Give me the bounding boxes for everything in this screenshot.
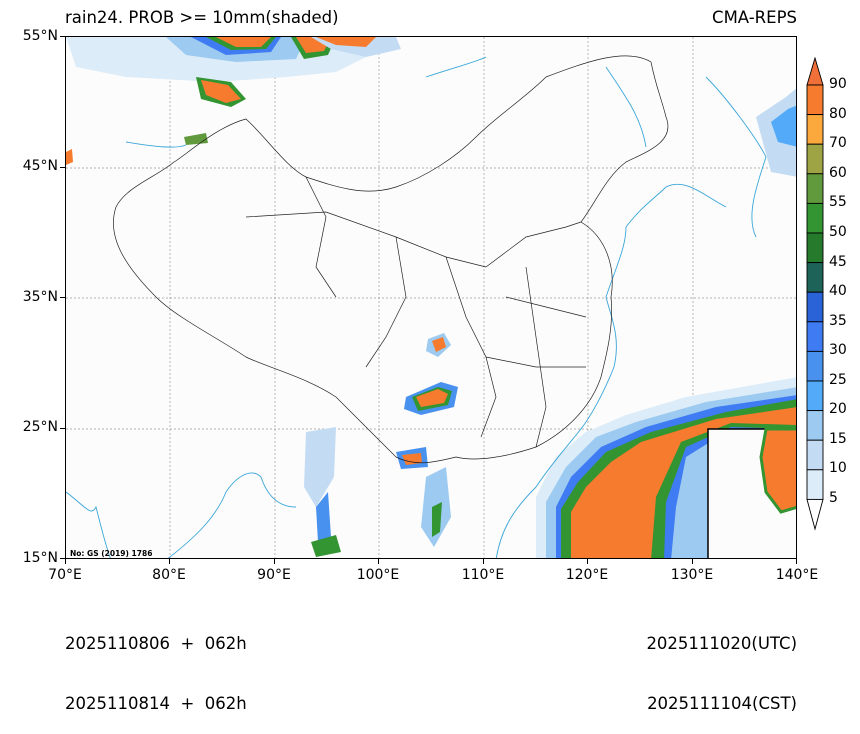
colorbar-label-60: 60: [829, 165, 847, 181]
x-tick-80e: 80°E: [152, 567, 186, 583]
colorbar-label-35: 35: [829, 313, 847, 329]
x-tick-mark: [587, 559, 588, 564]
init-time-block: 2025110806 + 062h 2025110814 + 062h: [65, 594, 247, 734]
x-tick-mark: [274, 559, 275, 564]
x-tick-110e: 110°E: [461, 567, 505, 583]
x-tick-mark: [169, 559, 170, 564]
x-tick-mark: [65, 559, 66, 564]
x-tick-90e: 90°E: [257, 567, 291, 583]
coastlines: [66, 56, 767, 558]
colorbar-label-15: 15: [829, 431, 847, 447]
colorbar-under-triangle: [806, 498, 824, 531]
y-tick-25n: 25°N: [22, 419, 58, 435]
y-tick-mark: [60, 558, 65, 559]
approval-note: No: GS (2019) 1786: [70, 549, 152, 558]
colorbar-bins: [806, 84, 824, 500]
map-plot-area: No: GS (2019) 1786: [65, 36, 797, 559]
colorbar-label-80: 80: [829, 106, 847, 122]
colorbar: [806, 56, 824, 537]
colorbar-label-50: 50: [829, 224, 847, 240]
y-tick-mark: [60, 428, 65, 429]
x-tick-mark: [796, 559, 797, 564]
init-time-utc: 2025110806 + 062h: [65, 634, 247, 653]
x-tick-mark: [692, 559, 693, 564]
x-tick-100e: 100°E: [356, 567, 400, 583]
colorbar-label-5: 5: [829, 490, 838, 506]
x-tick-mark: [483, 559, 484, 564]
colorbar-label-25: 25: [829, 372, 847, 388]
colorbar-label-45: 45: [829, 254, 847, 270]
colorbar-label-20: 20: [829, 401, 847, 417]
colorbar-label-55: 55: [829, 194, 847, 210]
init-time-cst: 2025110814 + 062h: [65, 694, 247, 713]
colorbar-label-90: 90: [829, 76, 847, 92]
plot-title: rain24. PROB >= 10mm(shaded): [65, 8, 339, 27]
y-tick-mark: [60, 297, 65, 298]
colorbar-label-40: 40: [829, 283, 847, 299]
colorbar-label-30: 30: [829, 342, 847, 358]
map-canvas: No: GS (2019) 1786: [66, 37, 796, 558]
x-tick-140e: 140°E: [775, 567, 819, 583]
colorbar-label-70: 70: [829, 135, 847, 151]
x-tick-120e: 120°E: [565, 567, 609, 583]
colorbar-over-triangle: [806, 56, 824, 86]
y-tick-15n: 15°N: [22, 550, 58, 566]
y-tick-55n: 55°N: [22, 28, 58, 44]
valid-time-block: 2025111020(UTC) 2025111104(CST): [646, 594, 797, 734]
valid-time-utc: 2025111020(UTC): [646, 634, 797, 653]
y-tick-mark: [60, 36, 65, 37]
gridlines: [66, 37, 796, 558]
colorbar-label-10: 10: [829, 460, 847, 476]
model-name: CMA-REPS: [712, 8, 797, 27]
x-tick-130e: 130°E: [670, 567, 714, 583]
x-tick-mark: [378, 559, 379, 564]
y-tick-45n: 45°N: [22, 158, 58, 174]
valid-time-cst: 2025111104(CST): [647, 694, 797, 713]
y-tick-35n: 35°N: [22, 289, 58, 305]
x-tick-70e: 70°E: [48, 567, 82, 583]
y-tick-mark: [60, 167, 65, 168]
admin-boundaries: [113, 55, 669, 464]
